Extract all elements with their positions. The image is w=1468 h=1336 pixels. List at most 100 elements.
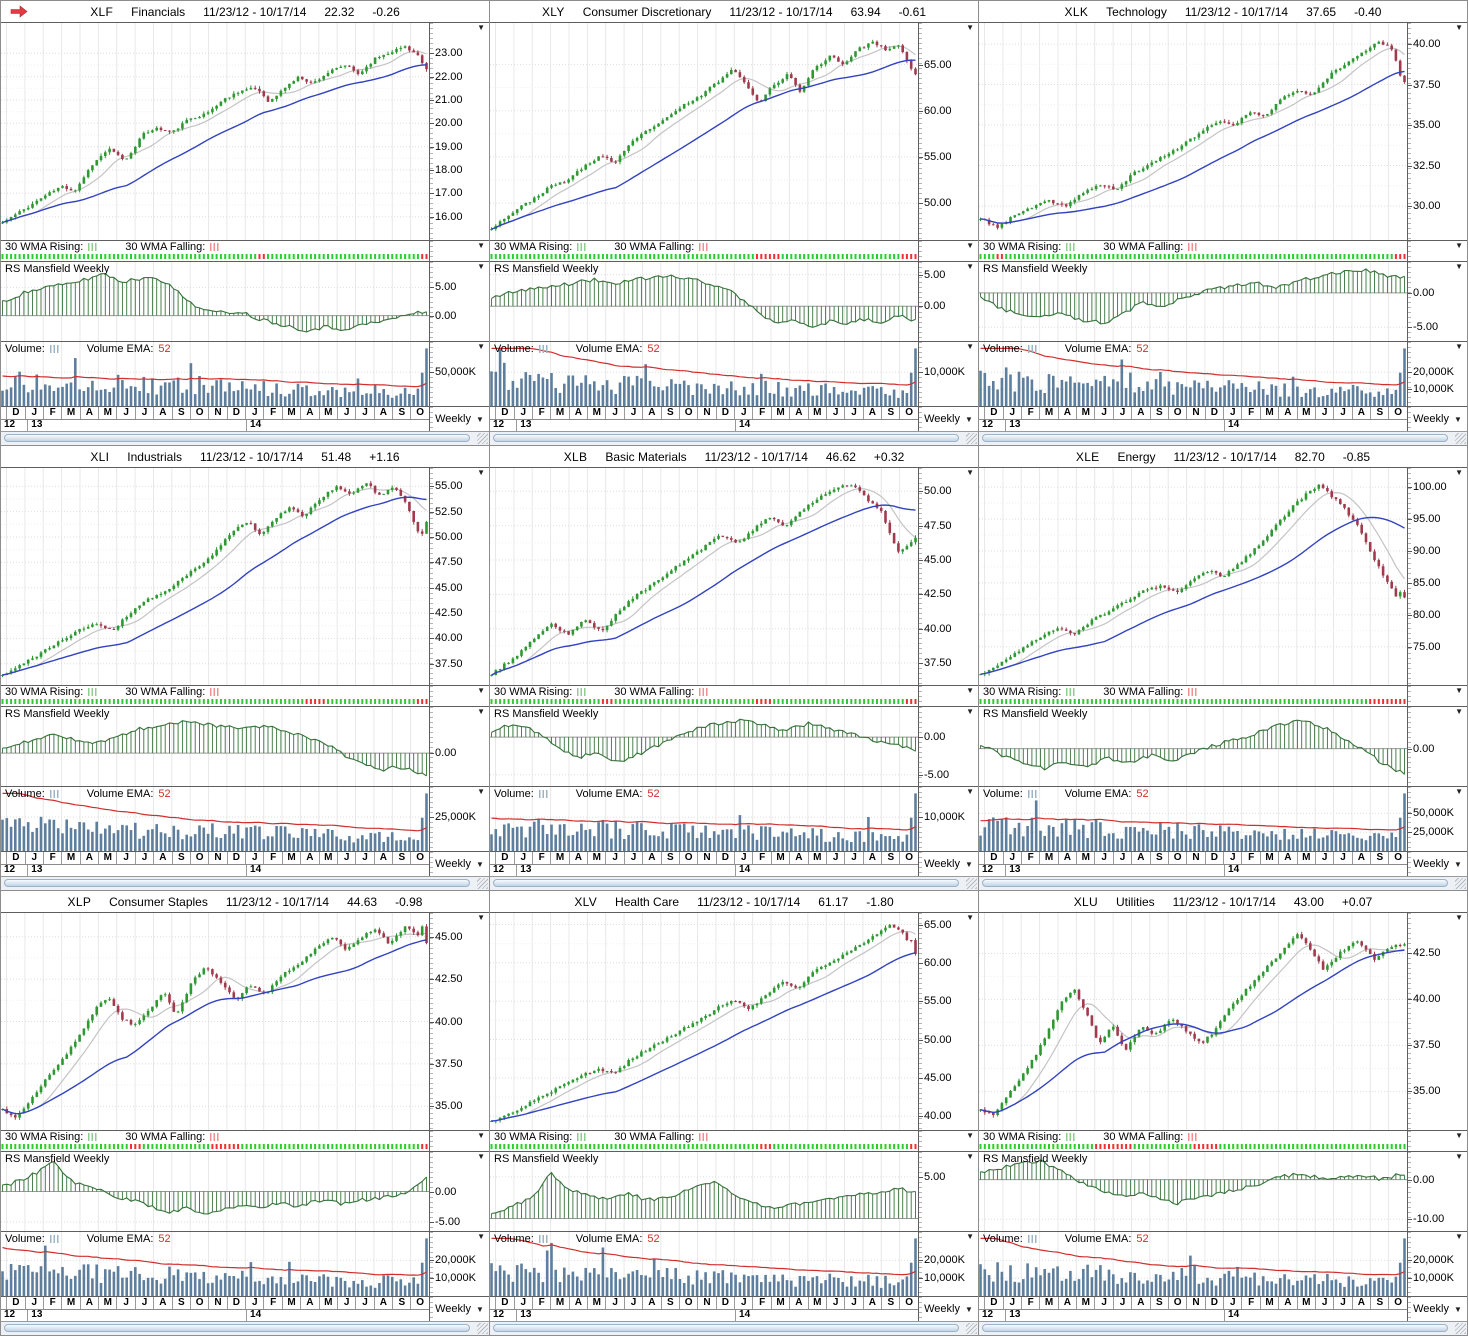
pane-menu-icon[interactable]: ▼ <box>966 686 974 695</box>
pane-menu-icon[interactable]: ▼ <box>1455 1152 1463 1161</box>
price-chart-canvas[interactable] <box>1 23 429 240</box>
rs-chart-canvas[interactable]: RS Mansfield Weekly <box>979 1152 1407 1231</box>
rs-chart-canvas[interactable]: RS Mansfield Weekly <box>979 707 1407 786</box>
pane-menu-icon[interactable]: ▼ <box>477 787 485 796</box>
resize-grip-icon[interactable] <box>1455 878 1466 889</box>
resize-grip-icon[interactable] <box>966 878 977 889</box>
rs-chart-canvas[interactable]: RS Mansfield Weekly <box>1 1152 429 1231</box>
pane-menu-icon[interactable]: ▼ <box>1455 241 1463 250</box>
timeframe-select[interactable]: Weekly ▼ <box>918 407 978 431</box>
price-chart-canvas[interactable] <box>490 913 918 1130</box>
rs-chart-canvas[interactable]: RS Mansfield Weekly <box>979 262 1407 341</box>
pane-menu-icon[interactable]: ▼ <box>477 468 485 477</box>
wma-tick-strip-canvas[interactable] <box>1 253 429 261</box>
pane-menu-icon[interactable]: ▼ <box>1455 913 1463 922</box>
timeframe-select[interactable]: Weekly ▼ <box>1407 852 1467 876</box>
wma-tick-strip-canvas[interactable] <box>979 1143 1407 1151</box>
wma-tick-strip-canvas[interactable] <box>490 698 918 706</box>
wma-tick-strip-canvas[interactable] <box>1 698 429 706</box>
volume-chart-canvas[interactable]: Volume: Volume EMA: 52 <box>490 1232 918 1296</box>
pane-menu-icon[interactable]: ▼ <box>477 23 485 32</box>
h-scrollbar[interactable] <box>490 431 978 445</box>
pane-menu-icon[interactable]: ▼ <box>1455 23 1463 32</box>
h-scrollbar[interactable] <box>490 876 978 890</box>
volume-chart-canvas[interactable]: Volume: Volume EMA: 52 <box>490 342 918 406</box>
scrollbar-thumb[interactable] <box>982 434 1448 442</box>
pane-menu-icon[interactable]: ▼ <box>477 241 485 250</box>
rs-chart-canvas[interactable]: RS Mansfield Weekly <box>490 707 918 786</box>
timeframe-select[interactable]: Weekly ▼ <box>1407 1297 1467 1321</box>
wma-tick-strip-canvas[interactable] <box>979 253 1407 261</box>
rs-chart-canvas[interactable]: RS Mansfield Weekly <box>490 1152 918 1231</box>
price-chart-canvas[interactable] <box>490 468 918 685</box>
pane-menu-icon[interactable]: ▼ <box>966 913 974 922</box>
pane-menu-icon[interactable]: ▼ <box>966 241 974 250</box>
volume-chart-canvas[interactable]: Volume: Volume EMA: 52 <box>1 787 429 851</box>
price-chart-canvas[interactable] <box>979 913 1407 1130</box>
resize-grip-icon[interactable] <box>477 878 488 889</box>
resize-grip-icon[interactable] <box>1455 1323 1466 1334</box>
volume-chart-canvas[interactable]: Volume: Volume EMA: 52 <box>1 1232 429 1296</box>
resize-grip-icon[interactable] <box>966 1323 977 1334</box>
timeframe-select[interactable]: Weekly ▼ <box>429 1297 489 1321</box>
pane-menu-icon[interactable]: ▼ <box>477 262 485 271</box>
pane-menu-icon[interactable]: ▼ <box>1455 262 1463 271</box>
h-scrollbar[interactable] <box>979 1321 1467 1335</box>
resize-grip-icon[interactable] <box>477 1323 488 1334</box>
price-chart-canvas[interactable] <box>979 23 1407 240</box>
pane-menu-icon[interactable]: ▼ <box>966 1232 974 1241</box>
pane-menu-icon[interactable]: ▼ <box>966 23 974 32</box>
wma-tick-strip-canvas[interactable] <box>490 1143 918 1151</box>
scrollbar-thumb[interactable] <box>4 434 470 442</box>
timeframe-select[interactable]: Weekly ▼ <box>429 852 489 876</box>
pane-menu-icon[interactable]: ▼ <box>477 913 485 922</box>
pane-menu-icon[interactable]: ▼ <box>477 342 485 351</box>
scrollbar-thumb[interactable] <box>4 879 470 887</box>
scrollbar-thumb[interactable] <box>493 879 959 887</box>
pane-menu-icon[interactable]: ▼ <box>477 1131 485 1140</box>
wma-tick-strip-canvas[interactable] <box>1 1143 429 1151</box>
timeframe-select[interactable]: Weekly ▼ <box>918 852 978 876</box>
pane-menu-icon[interactable]: ▼ <box>966 262 974 271</box>
wma-tick-strip-canvas[interactable] <box>979 698 1407 706</box>
pane-menu-icon[interactable]: ▼ <box>966 707 974 716</box>
price-chart-canvas[interactable] <box>1 913 429 1130</box>
pane-menu-icon[interactable]: ▼ <box>477 707 485 716</box>
h-scrollbar[interactable] <box>1 876 489 890</box>
volume-chart-canvas[interactable]: Volume: Volume EMA: 52 <box>979 342 1407 406</box>
volume-chart-canvas[interactable]: Volume: Volume EMA: 52 <box>979 1232 1407 1296</box>
pane-menu-icon[interactable]: ▼ <box>1455 468 1463 477</box>
scrollbar-thumb[interactable] <box>493 1324 959 1332</box>
pane-menu-icon[interactable]: ▼ <box>1455 342 1463 351</box>
scrollbar-thumb[interactable] <box>493 434 959 442</box>
pane-menu-icon[interactable]: ▼ <box>966 787 974 796</box>
timeframe-select[interactable]: Weekly ▼ <box>429 407 489 431</box>
resize-grip-icon[interactable] <box>1455 433 1466 444</box>
volume-chart-canvas[interactable]: Volume: Volume EMA: 52 <box>490 787 918 851</box>
h-scrollbar[interactable] <box>979 876 1467 890</box>
price-chart-canvas[interactable] <box>979 468 1407 685</box>
price-chart-canvas[interactable] <box>490 23 918 240</box>
pane-menu-icon[interactable]: ▼ <box>1455 1232 1463 1241</box>
wma-tick-strip-canvas[interactable] <box>490 253 918 261</box>
timeframe-select[interactable]: Weekly ▼ <box>1407 407 1467 431</box>
resize-grip-icon[interactable] <box>477 433 488 444</box>
h-scrollbar[interactable] <box>490 1321 978 1335</box>
rs-chart-canvas[interactable]: RS Mansfield Weekly <box>1 707 429 786</box>
pane-menu-icon[interactable]: ▼ <box>1455 686 1463 695</box>
h-scrollbar[interactable] <box>1 431 489 445</box>
pane-menu-icon[interactable]: ▼ <box>477 1232 485 1241</box>
pane-menu-icon[interactable]: ▼ <box>966 1131 974 1140</box>
pane-menu-icon[interactable]: ▼ <box>966 1152 974 1161</box>
pane-menu-icon[interactable]: ▼ <box>477 1152 485 1161</box>
rs-chart-canvas[interactable]: RS Mansfield Weekly <box>1 262 429 341</box>
price-chart-canvas[interactable] <box>1 468 429 685</box>
timeframe-select[interactable]: Weekly ▼ <box>918 1297 978 1321</box>
scrollbar-thumb[interactable] <box>4 1324 470 1332</box>
pane-menu-icon[interactable]: ▼ <box>1455 1131 1463 1140</box>
volume-chart-canvas[interactable]: Volume: Volume EMA: 52 <box>1 342 429 406</box>
pane-menu-icon[interactable]: ▼ <box>966 468 974 477</box>
h-scrollbar[interactable] <box>979 431 1467 445</box>
forward-arrow-icon[interactable] <box>10 5 28 18</box>
pane-menu-icon[interactable]: ▼ <box>1455 707 1463 716</box>
